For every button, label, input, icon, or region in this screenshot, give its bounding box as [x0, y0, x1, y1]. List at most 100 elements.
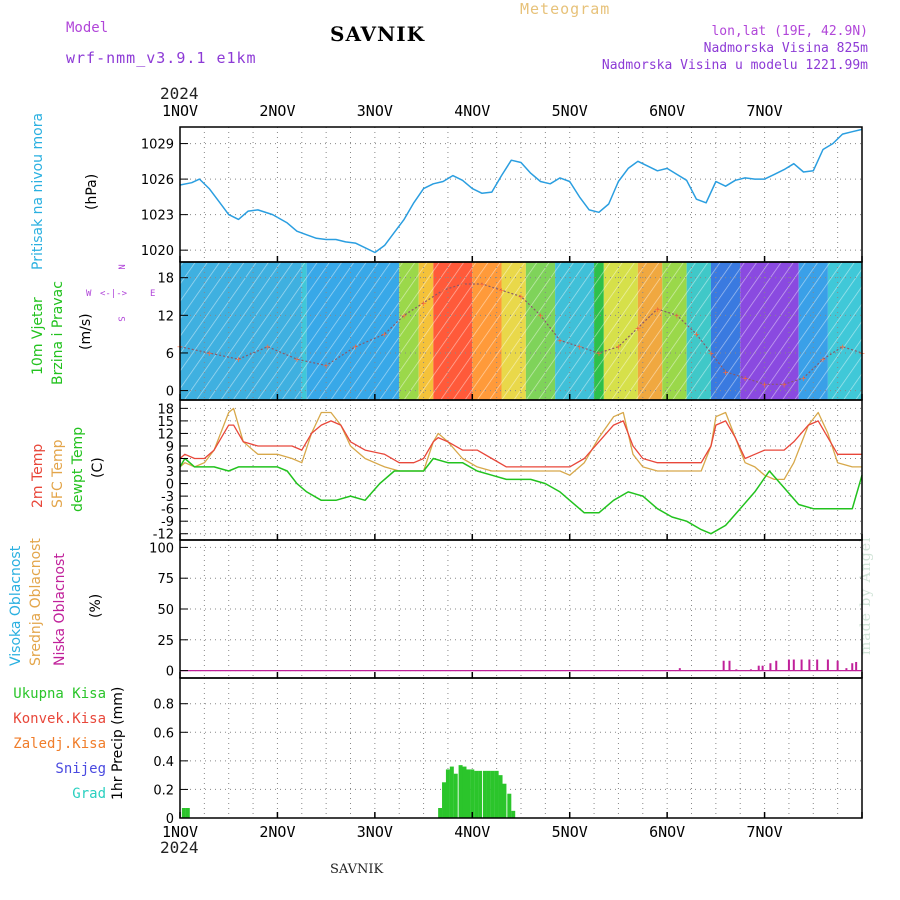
x-tick-label-top: 6NOV — [649, 102, 685, 120]
wind-speed-marker: + — [596, 349, 603, 358]
cloud-bar — [816, 659, 819, 671]
cloud-bar — [855, 661, 858, 671]
precip-bar — [466, 769, 471, 818]
cloud-bar — [769, 663, 772, 671]
wind-speed-marker: + — [742, 374, 749, 383]
product-title: Meteogram — [520, 0, 611, 18]
wind-speed-marker: + — [264, 343, 271, 352]
x-tick-label-top: 3NOV — [357, 102, 393, 120]
y-tick-label: 0 — [166, 478, 174, 493]
y-tick-label: 0 — [166, 812, 174, 827]
precip-bar — [470, 769, 475, 818]
wind-speed-marker: + — [235, 355, 242, 364]
precip-bar — [185, 808, 190, 818]
y-tick-label: 3 — [166, 465, 174, 480]
wind-speed-line — [179, 283, 863, 385]
x-tick-label-bottom: 6NOV — [649, 823, 685, 841]
y-tick-label: 0.8 — [153, 698, 174, 713]
compass-east: E — [150, 289, 156, 299]
wind-speed-marker: + — [459, 280, 466, 289]
wind-speed-marker: + — [781, 380, 788, 389]
cloud-bar — [808, 659, 811, 671]
coords-label: lon,lat (19E, 42.9N) — [711, 24, 868, 39]
y-tick-label: 9 — [166, 440, 174, 455]
pressure-line — [179, 128, 863, 254]
precip-bar — [458, 765, 463, 818]
wind-speed-marker: + — [440, 286, 447, 295]
sfc-temp-line — [179, 407, 862, 481]
y-tick-label: 100 — [149, 541, 174, 556]
x-tick-label-bottom: 5NOV — [552, 823, 588, 841]
compass-west: W — [86, 289, 92, 299]
wind-speed-marker: + — [708, 349, 715, 358]
wind-speed-marker: + — [479, 280, 486, 289]
x-tick-label-bottom: 4NOV — [454, 823, 490, 841]
y-tick-label: 18 — [157, 272, 174, 287]
wind-speed-marker: + — [294, 355, 301, 364]
precip-bar — [486, 770, 491, 818]
wind-speed-marker: + — [323, 362, 330, 371]
precip-bar — [494, 770, 499, 818]
precip-bar — [438, 808, 443, 818]
compass-arrows: <-|-> — [100, 289, 128, 299]
y-tick-label: -12 — [153, 528, 174, 543]
elevation-label: Nadmorska Visina 825m — [703, 41, 868, 56]
year-label-top: 2024 — [160, 84, 199, 103]
precip-legend-convective: Konvek.Kisa — [13, 711, 106, 727]
x-tick-label-bottom: 3NOV — [357, 823, 393, 841]
y-tick-label: 6 — [166, 453, 174, 468]
wind-speed-marker: + — [820, 355, 827, 364]
x-tick-label-bottom: 1NOV — [162, 823, 198, 841]
precip-bar — [511, 810, 516, 818]
precip-panel-frame — [179, 677, 863, 819]
station-title: SAVNIK — [330, 22, 426, 46]
wind-speed-marker: + — [654, 305, 661, 314]
precip-bar — [490, 770, 495, 818]
y-tick-label: 15 — [157, 415, 174, 430]
precip-legend-snow: Snijeg — [55, 761, 106, 777]
precip-bar — [453, 773, 458, 818]
model-elevation-label: Nadmorska Visina u modelu 1221.99m — [601, 58, 868, 73]
precip-bar — [462, 766, 467, 818]
x-tick-label-top: 5NOV — [552, 102, 588, 120]
wind-speed-marker: + — [576, 343, 583, 352]
cloud-bar — [800, 659, 803, 671]
y-tick-label: 25 — [157, 634, 174, 649]
temp-2m-line — [179, 420, 862, 468]
wind-compass: W E <-|-> N S — [86, 262, 160, 326]
y-tick-label: 1029 — [141, 138, 174, 153]
wind-speed-marker: + — [761, 380, 768, 389]
y-tick-label: 75 — [157, 572, 174, 587]
wind-speed-marker: + — [693, 330, 700, 339]
precip-legend-hail: Grad — [72, 786, 106, 802]
x-tick-label-bottom: 7NOV — [747, 823, 783, 841]
precip-bar — [445, 769, 450, 818]
y-tick-label: 1026 — [141, 173, 174, 188]
x-tick-label-bottom: 2NOV — [259, 823, 295, 841]
x-tick-label-top: 7NOV — [747, 102, 783, 120]
precip-bar — [474, 770, 479, 818]
y-tick-label: 12 — [157, 427, 174, 442]
y-tick-label: -6 — [161, 503, 174, 518]
wind-speed-marker: + — [352, 343, 359, 352]
model-label: Model — [66, 20, 109, 36]
precip-bar — [482, 770, 487, 818]
precip-bar — [478, 770, 483, 818]
y-tick-label: 1020 — [141, 244, 174, 259]
wind-speed-marker: + — [635, 324, 642, 333]
y-tick-label: 0 — [166, 665, 174, 680]
cloud-bar — [722, 660, 725, 671]
cloud-bar — [735, 669, 738, 671]
cloud-bar — [678, 668, 681, 671]
y-tick-label: 0.4 — [153, 755, 174, 770]
y-tick-label: 0.6 — [153, 726, 174, 741]
y-tick-label: 0.2 — [153, 783, 174, 798]
cloud-bar — [761, 665, 764, 671]
cloud-bar — [826, 659, 829, 671]
cloud-bar — [851, 663, 854, 671]
wind-speed-marker: + — [800, 374, 807, 383]
dewpoint-line — [179, 457, 863, 535]
cloud-bar — [775, 660, 778, 671]
wind-speed-marker: + — [722, 368, 729, 377]
